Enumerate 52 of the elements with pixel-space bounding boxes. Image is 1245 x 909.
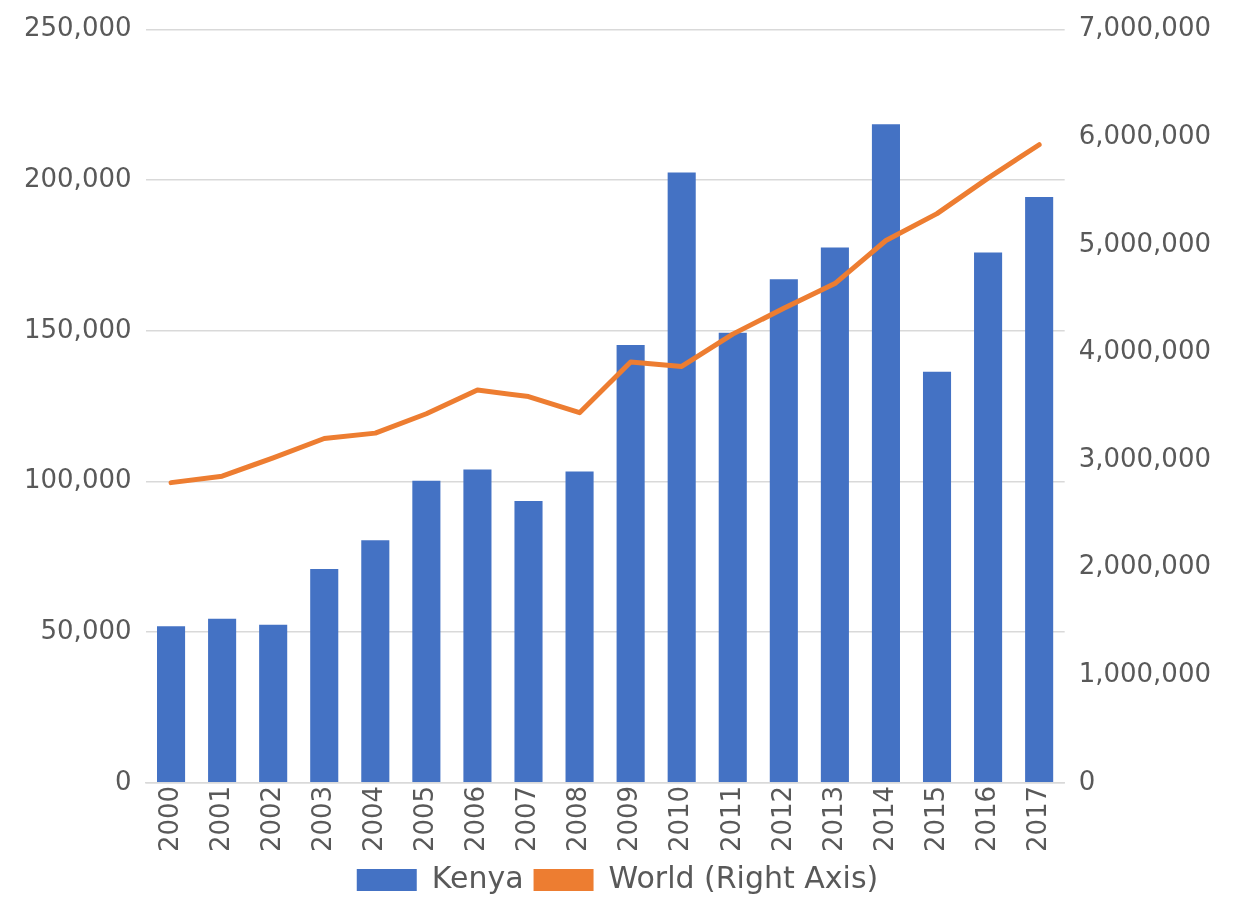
bar (820, 247, 849, 783)
y-tick-label: 100,000 (23, 464, 132, 495)
y-tick-label: 0 (114, 765, 132, 796)
x-tick-label: 2007 (511, 785, 542, 852)
x-tick-label: 2013 (817, 785, 848, 852)
bar (361, 540, 390, 783)
y2-tick-label: 6,000,000 (1078, 119, 1211, 150)
x-tick-label: 2011 (715, 785, 746, 852)
bar (463, 469, 492, 783)
bar (259, 624, 288, 783)
legend-label: Kenya (431, 859, 524, 895)
x-tick-label: 2010 (664, 785, 695, 852)
bar (871, 124, 900, 783)
x-tick-label: 2003 (306, 785, 337, 852)
y2-tick-label: 0 (1078, 765, 1096, 796)
y-tick-label: 250,000 (23, 12, 132, 43)
y2-tick-label: 5,000,000 (1078, 227, 1211, 258)
y-tick-label: 50,000 (40, 614, 132, 645)
x-tick-label: 2009 (613, 785, 644, 852)
bar (718, 332, 747, 783)
x-tick-label: 2008 (562, 785, 593, 852)
y2-tick-label: 7,000,000 (1078, 12, 1211, 43)
x-tick-label: 2016 (970, 785, 1001, 852)
x-tick-label: 2000 (153, 785, 184, 852)
x-tick-label: 2002 (255, 785, 286, 852)
bar (974, 252, 1003, 783)
bar (616, 345, 645, 783)
bar (514, 501, 543, 783)
bar (310, 568, 339, 783)
x-tick-label: 2012 (766, 785, 797, 852)
legend-label: World (Right Axis) (608, 859, 879, 895)
y2-tick-label: 2,000,000 (1078, 550, 1211, 581)
y2-tick-label: 3,000,000 (1078, 442, 1211, 473)
bar (667, 172, 696, 783)
bar (208, 618, 237, 783)
y-tick-label: 200,000 (23, 163, 132, 193)
y-tick-label: 150,000 (23, 313, 132, 344)
x-tick-label: 2006 (460, 785, 491, 852)
x-tick-label: 2015 (919, 785, 950, 852)
bar (1025, 197, 1054, 783)
bar (769, 279, 798, 783)
bar (922, 371, 952, 783)
y2-tick-label: 1,000,000 (1078, 657, 1211, 688)
bar (565, 471, 594, 783)
y2-tick-label: 4,000,000 (1078, 335, 1211, 366)
bar (157, 626, 186, 783)
x-tick-label: 2005 (409, 785, 440, 852)
x-tick-label: 2014 (868, 785, 899, 852)
x-tick-label: 2017 (1021, 785, 1052, 852)
x-tick-label: 2004 (358, 785, 389, 852)
x-tick-label: 2001 (204, 785, 235, 852)
bar (412, 480, 441, 783)
